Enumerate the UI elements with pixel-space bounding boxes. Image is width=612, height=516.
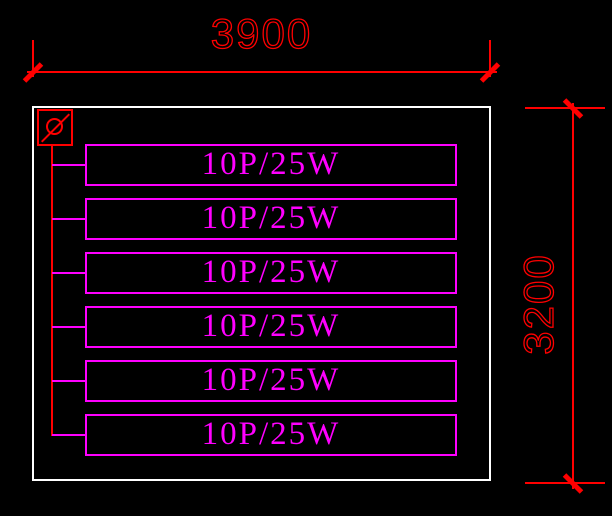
extension-line-left bbox=[32, 40, 34, 77]
panel-connector-line[interactable] bbox=[52, 380, 86, 382]
panel-label: 10P/25W bbox=[201, 361, 341, 398]
dimension-line-top bbox=[27, 71, 497, 73]
panel-rect[interactable]: 10P/25W bbox=[85, 414, 457, 456]
panel-label: 10P/25W bbox=[201, 145, 341, 182]
panel-label: 10P/25W bbox=[201, 199, 341, 236]
panel-rect[interactable]: 10P/25W bbox=[85, 306, 457, 348]
circle-slash-icon bbox=[46, 118, 63, 135]
panel-connector-line[interactable] bbox=[52, 272, 86, 274]
dimension-line-right bbox=[572, 103, 574, 489]
panel-rect[interactable]: 10P/25W bbox=[85, 252, 457, 294]
panel-rect[interactable]: 10P/25W bbox=[85, 198, 457, 240]
panel-connector-line[interactable] bbox=[52, 434, 86, 436]
panel-rect[interactable]: 10P/25W bbox=[85, 144, 457, 186]
panel-connector-line[interactable] bbox=[52, 164, 86, 166]
symbol-box bbox=[37, 109, 73, 146]
dimension-right-label: 3200 bbox=[514, 253, 562, 356]
panel-label: 10P/25W bbox=[201, 253, 341, 290]
extension-line-right bbox=[489, 40, 491, 77]
panel-label: 10P/25W bbox=[201, 415, 341, 452]
room-outline[interactable] bbox=[32, 106, 491, 481]
panel-label: 10P/25W bbox=[201, 307, 341, 344]
panel-rect[interactable]: 10P/25W bbox=[85, 360, 457, 402]
panel-connector-line[interactable] bbox=[52, 218, 86, 220]
riser-line[interactable] bbox=[51, 145, 53, 436]
panel-connector-line[interactable] bbox=[52, 326, 86, 328]
extension-line-top bbox=[525, 107, 605, 109]
extension-line-bottom bbox=[525, 482, 605, 484]
dimension-top-label: 3900 bbox=[210, 10, 313, 57]
